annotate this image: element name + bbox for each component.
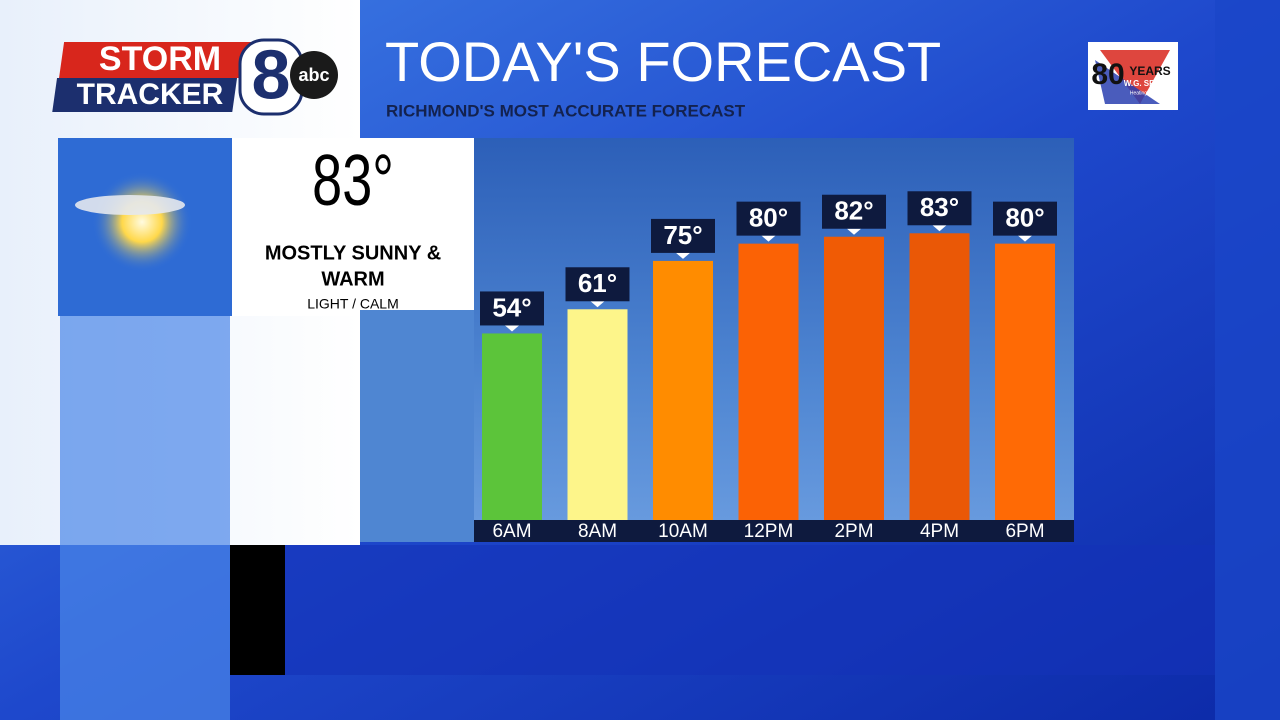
chart-subtitle: RICHMOND'S MOST ACCURATE FORECAST xyxy=(386,101,746,120)
bar xyxy=(653,260,713,520)
label-box xyxy=(822,194,886,229)
value-label: 80° xyxy=(1005,203,1044,233)
label-pointer xyxy=(1018,235,1032,242)
current-temperature: 83° xyxy=(312,141,394,221)
bar xyxy=(909,233,970,521)
chart-title: TODAY'S FORECAST xyxy=(385,30,941,93)
sun-icon xyxy=(92,172,192,272)
label-box xyxy=(993,201,1057,236)
cloud-icon xyxy=(75,195,185,215)
value-label: 75° xyxy=(663,220,702,250)
sponsor-shape xyxy=(1095,60,1160,104)
x-tick-label: 4PM xyxy=(920,521,959,542)
label-pointer xyxy=(505,325,519,332)
value-label: 61° xyxy=(578,268,617,298)
label-box xyxy=(651,218,715,253)
x-tick-label: 2PM xyxy=(834,521,873,542)
logo-storm-box xyxy=(59,42,255,78)
sponsor-number: 80 xyxy=(1091,58,1124,91)
sponsor-name: W.G. SPEEKS xyxy=(1124,79,1177,88)
left-block xyxy=(230,545,285,675)
bar xyxy=(995,243,1055,521)
x-tick-label: 6PM xyxy=(1005,521,1044,542)
label-box xyxy=(480,291,544,326)
category-band xyxy=(474,520,1074,542)
current-box xyxy=(232,138,474,316)
sponsor-logo: 80 YEARS W.G. SPEEKS Heating & Cooling xyxy=(1088,42,1178,110)
label-box xyxy=(736,201,801,236)
x-tick-label: 10AM xyxy=(658,521,708,542)
label-box xyxy=(907,191,972,226)
left-stripe xyxy=(60,300,230,720)
label-box xyxy=(565,267,630,302)
sponsor-tagline: Heating & Cooling xyxy=(1130,90,1171,96)
logo-number: 8 xyxy=(252,35,291,113)
current-wind: LIGHT / CALM xyxy=(307,296,399,312)
chart-background-left xyxy=(360,310,474,542)
label-pointer xyxy=(761,235,776,242)
label-pointer xyxy=(847,228,861,235)
logo-storm: STORM xyxy=(99,40,221,78)
label-pointer xyxy=(590,301,605,308)
value-label: 82° xyxy=(834,196,873,226)
bar xyxy=(738,243,799,521)
right-band xyxy=(1215,0,1280,720)
label-pointer xyxy=(676,252,690,259)
logo-tracker: TRACKER xyxy=(77,78,224,111)
x-tick-label: 12PM xyxy=(744,521,794,542)
chart: 54° 6AM 61° 8AM 75° 10AM 80° 12PM 82° 2PM 83° 4PM 80… xyxy=(474,191,1074,542)
current-condition: WARM xyxy=(321,268,384,290)
station-logo: STORM TRACKER 8 abc xyxy=(52,35,338,116)
sponsor-years: YEARS xyxy=(1129,64,1170,78)
bar xyxy=(567,309,628,520)
x-tick-label: 8AM xyxy=(578,521,617,542)
bar xyxy=(482,333,542,520)
logo-tracker-box xyxy=(52,78,238,112)
sponsor-shape xyxy=(1100,50,1170,104)
value-label: 54° xyxy=(492,292,531,322)
lower-band xyxy=(285,545,1215,675)
value-label: 83° xyxy=(920,192,959,222)
value-label: 80° xyxy=(749,203,788,233)
bar xyxy=(824,236,884,520)
logo-network: abc xyxy=(298,65,329,85)
logo-abc-circle xyxy=(290,51,338,99)
x-tick-label: 6AM xyxy=(492,521,531,542)
label-pointer xyxy=(932,225,947,232)
current-condition: MOSTLY SUNNY & xyxy=(265,242,441,264)
